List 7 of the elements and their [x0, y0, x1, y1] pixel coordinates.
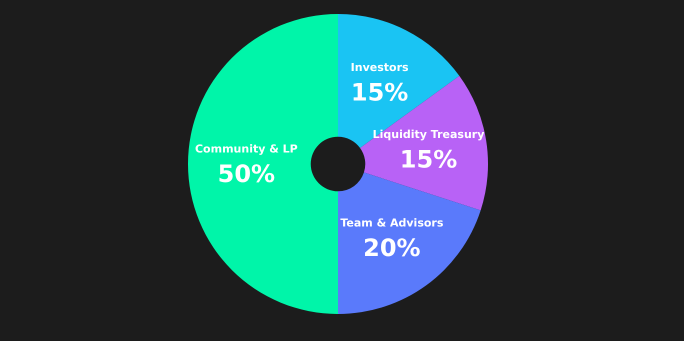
slice-label: Team & Advisors [340, 216, 444, 230]
data-label: 20% [363, 234, 421, 262]
data-label: 50% [218, 160, 276, 188]
slice-label: Investors [350, 60, 409, 74]
data-label: 15% [400, 146, 458, 174]
data-label: 15% [350, 78, 408, 106]
slice-label: Community & LP [194, 142, 298, 156]
